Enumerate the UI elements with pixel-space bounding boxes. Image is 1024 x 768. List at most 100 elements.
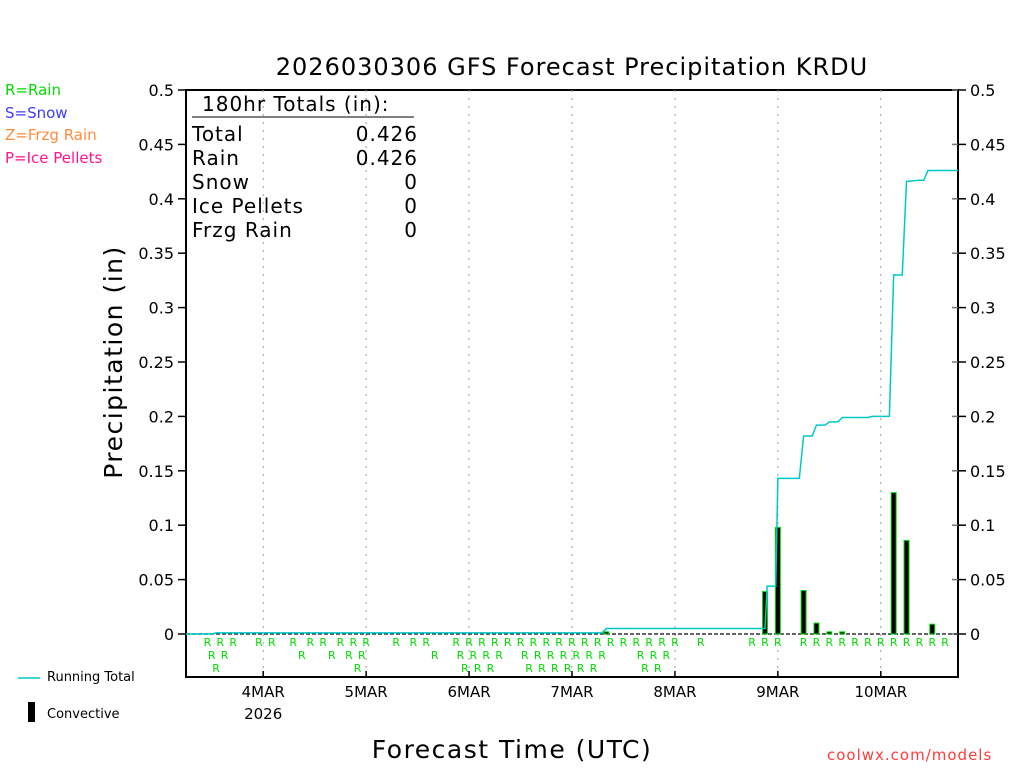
x-tick-label: 10MAR [854, 683, 907, 701]
precip-type-marker: R [216, 636, 224, 649]
precip-type-marker: R [212, 662, 220, 675]
x-tick-sublabel: 2026 [244, 705, 282, 723]
precip-type-marker: R [826, 636, 834, 649]
y-tick-label-right: 0 [970, 625, 980, 644]
precip-type-marker: R [470, 649, 478, 662]
precip-type-marker: R [354, 662, 362, 675]
precip-type-marker: R [229, 636, 237, 649]
precip-type-marker: R [761, 636, 769, 649]
precip-type-marker: R [903, 636, 911, 649]
precip-type-marker: R [864, 636, 872, 649]
precip-type-marker: R [877, 636, 885, 649]
precip-type-marker: R [542, 636, 550, 649]
convective-bar [903, 539, 910, 635]
y-tick-label-right: 0.4 [970, 190, 995, 209]
precip-type-marker: R [851, 636, 859, 649]
precip-type-marker: R [748, 636, 756, 649]
legend-running-total: Running Total [47, 670, 135, 685]
precip-type-marker: R [551, 662, 559, 675]
y-tick-label-left: 0.1 [149, 516, 174, 535]
y-tick-label-right: 0.5 [970, 81, 995, 100]
precip-type-marker: R [328, 649, 336, 662]
convective-bar [929, 623, 936, 635]
precip-type-marker: R [345, 649, 353, 662]
precip-type-marker: R [431, 649, 439, 662]
convective-bar [762, 591, 768, 635]
convective-bar [603, 631, 610, 635]
x-axis-label: Forecast Time (UTC) [372, 735, 652, 764]
precip-type-marker: R [474, 662, 482, 675]
x-tick-label: 9MAR [756, 683, 799, 701]
totals-row-label: Rain [192, 146, 240, 170]
precip-type-marker: R [916, 636, 924, 649]
convective-bar [839, 631, 846, 635]
y-tick-label-right: 0.45 [970, 135, 1006, 154]
precip-type-marker: R [465, 636, 473, 649]
y-axis-label: Precipitation (in) [99, 245, 128, 479]
precip-type-marker: R [204, 636, 212, 649]
precip-type-marker: R [928, 636, 936, 649]
precip-type-marker: R [208, 649, 216, 662]
y-tick-label-right: 0.2 [970, 407, 995, 426]
y-tick-label-left: 0.5 [149, 81, 174, 100]
totals-row-label: Total [191, 122, 244, 146]
precip-type-marker: R [289, 636, 297, 649]
totals-row-label: Ice Pellets [192, 194, 304, 218]
precip-type-marker: R [221, 649, 229, 662]
precip-type-marker: R [560, 649, 568, 662]
y-tick-label-right: 0.3 [970, 299, 995, 318]
precip-type-marker: R [658, 636, 666, 649]
precip-type-marker: R [530, 636, 538, 649]
precip-type-marker: R [525, 662, 533, 675]
precip-type-marker: R [641, 662, 649, 675]
x-tick-label: 7MAR [550, 683, 593, 701]
precip-type-marker: R [620, 636, 628, 649]
x-tick-label: 8MAR [653, 683, 696, 701]
precip-type-marker: R [517, 636, 525, 649]
precip-type-marker: R [457, 649, 465, 662]
precip-type-marker: R [813, 636, 821, 649]
chart-title: 2026030306 GFS Forecast Precipitation KR… [276, 53, 868, 81]
totals-heading: 180hr Totals (in): [202, 92, 390, 116]
legend-convective: Convective [47, 707, 120, 722]
watermark: coolwx.com/models [827, 746, 993, 764]
y-tick-label-left: 0.15 [138, 462, 174, 481]
precip-type-marker: R [697, 636, 705, 649]
precip-type-marker: R [607, 636, 615, 649]
precip-type-marker: R [409, 636, 417, 649]
y-tick-label-left: 0.4 [149, 190, 174, 209]
y-tick-label-left: 0.2 [149, 407, 174, 426]
y-tick-label-left: 0.05 [138, 571, 174, 590]
y-tick-label-left: 0.35 [138, 244, 174, 263]
totals-row-value: 0 [404, 170, 418, 194]
precip-type-marker: R [633, 636, 641, 649]
convective-bar [813, 622, 820, 635]
y-tick-label-right: 0.25 [970, 353, 1006, 372]
precip-type-marker: R [358, 649, 366, 662]
precip-type-marker: R [555, 636, 563, 649]
precip-type-marker: R [774, 636, 782, 649]
precip-type-marker: R [482, 649, 490, 662]
legend-snow: S=Snow [5, 104, 68, 122]
precip-type-marker: R [337, 636, 345, 649]
convective-bar [890, 492, 897, 635]
totals-row-value: 0.426 [356, 146, 418, 170]
precip-type-marker: R [637, 649, 645, 662]
precip-type-marker: R [547, 649, 555, 662]
y-tick-label-left: 0.45 [138, 135, 174, 154]
precip-type-marker: R [650, 649, 658, 662]
y-tick-label-left: 0 [164, 625, 174, 644]
legend-rain: R=Rain [5, 81, 61, 99]
precip-type-marker: R [577, 662, 585, 675]
convective-legend-swatch [28, 702, 35, 722]
precip-type-marker: R [495, 649, 503, 662]
precip-type-marker: R [307, 636, 315, 649]
x-tick-label: 6MAR [447, 683, 490, 701]
precip-type-marker: R [663, 649, 671, 662]
running-total-line [186, 169, 958, 635]
x-tick-label: 5MAR [345, 683, 388, 701]
precip-type-marker: R [598, 649, 606, 662]
precip-type-marker: R [461, 662, 469, 675]
precip-type-marker: R [422, 636, 430, 649]
